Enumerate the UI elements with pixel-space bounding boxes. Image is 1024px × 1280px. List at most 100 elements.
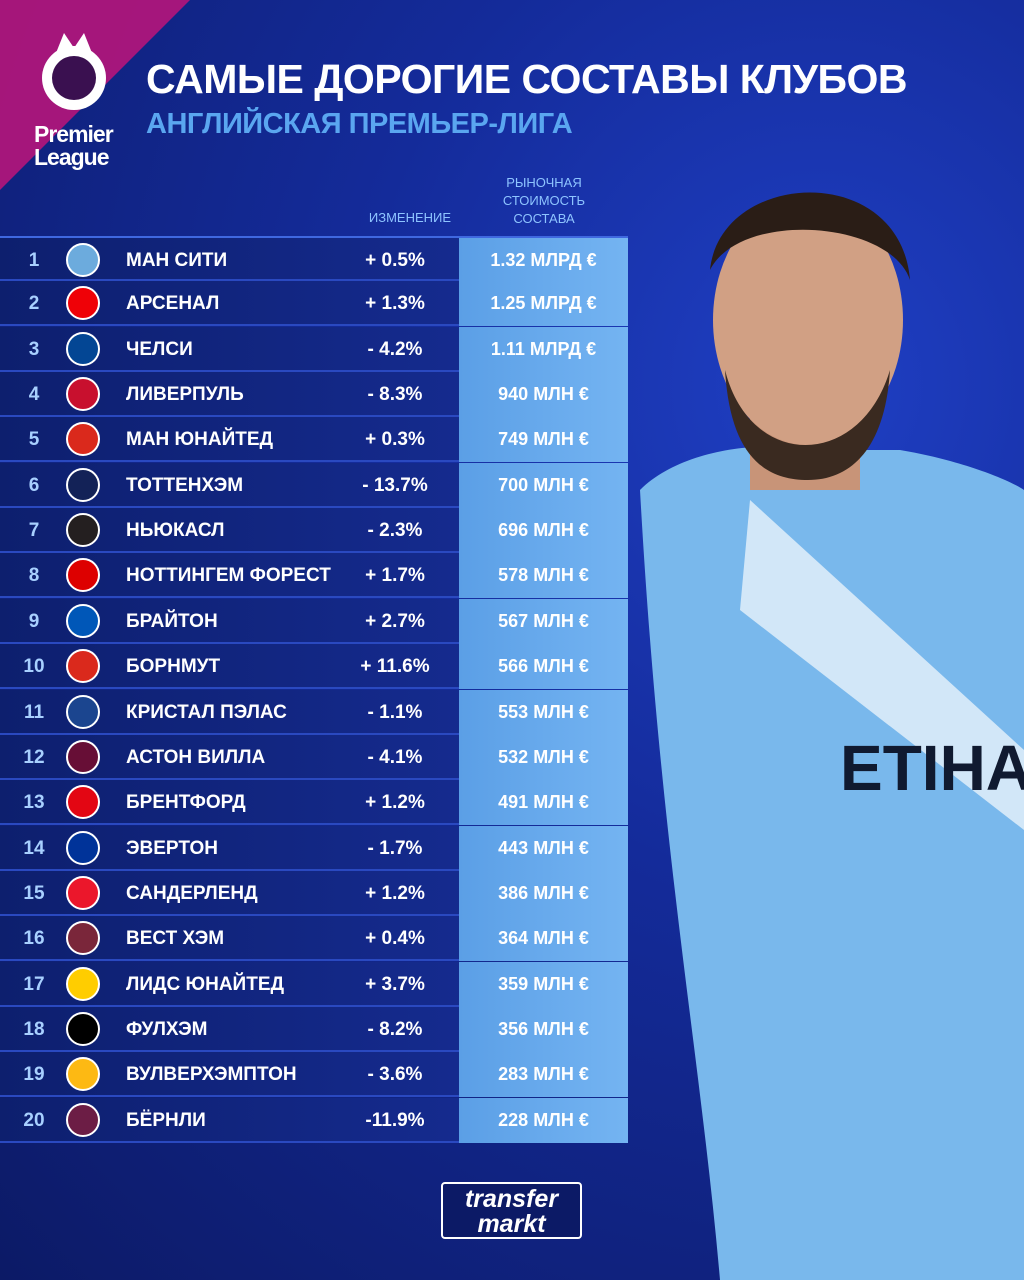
club-badge	[66, 422, 100, 457]
club-badge	[66, 331, 100, 366]
club-badge	[66, 830, 100, 865]
table-row: 15 САНДЕРЛЕНД + 1.2% 386 МЛН €	[0, 870, 628, 916]
club-name: БРЕНТФОРД	[126, 792, 246, 814]
club-badge	[66, 377, 100, 412]
rank: 1	[28, 250, 40, 271]
change: + 11.6%	[360, 656, 430, 678]
rank: 3	[28, 338, 40, 360]
club-name: ТОТТЕНХЭМ	[126, 474, 244, 496]
club-name: ЛИВЕРПУЛЬ	[126, 384, 244, 406]
rank: 15	[23, 882, 45, 904]
market-value: 443 МЛН €	[459, 825, 628, 871]
club-badge	[66, 649, 100, 684]
table-row: 4 ЛИВЕРПУЛЬ - 8.3% 940 МЛН €	[0, 372, 628, 418]
market-value: 749 МЛН €	[459, 417, 628, 463]
change: - 13.7%	[362, 474, 428, 496]
title: САМЫЕ ДОРОГИЕ СОСТАВЫ КЛУБОВ	[146, 56, 908, 102]
table-row: 17 ЛИДС ЮНАЙТЕД + 3.7% 359 МЛН €	[0, 961, 628, 1007]
change: + 1.3%	[365, 293, 425, 315]
market-value: 228 МЛН €	[459, 1097, 628, 1143]
club-name: БЁРНЛИ	[126, 1109, 206, 1131]
table-row: 13 БРЕНТФОРД + 1.2% 491 МЛН €	[0, 780, 628, 826]
market-value: 364 МЛН €	[459, 916, 628, 962]
market-value: 696 МЛН €	[459, 508, 628, 554]
club-name: КРИСТАЛ ПЭЛАС	[126, 701, 287, 723]
table-row: 6 ТОТТЕНХЭМ - 13.7% 700 МЛН €	[0, 462, 628, 508]
club-name: ВЕСТ ХЭМ	[126, 928, 225, 950]
market-value: 359 МЛН €	[459, 961, 628, 1007]
club-name: НЬЮКАСЛ	[126, 520, 225, 542]
club-name: ЛИДС ЮНАЙТЕД	[126, 973, 285, 995]
column-header: ИЗМЕНЕНИЕ	[368, 210, 452, 225]
market-value: 386 МЛН €	[459, 870, 628, 916]
market-value: 700 МЛН €	[459, 462, 628, 508]
club-name: БОРНМУТ	[126, 656, 221, 678]
market-value: 283 МЛН €	[459, 1052, 628, 1098]
logo-text: Premier	[34, 121, 114, 147]
club-name: МАН СИТИ	[126, 250, 228, 271]
column-header: РЫНОЧНАЯ СТОИМОСТЬ СОСТАВА	[502, 175, 586, 226]
market-value: 578 МЛН €	[459, 553, 628, 599]
club-name: САНДЕРЛЕНД	[126, 882, 258, 904]
subtitle: АНГЛИЙСКАЯ ПРЕМЬЕР-ЛИГА	[146, 108, 573, 140]
league-logo: Premier League	[34, 28, 134, 169]
table-row: 19 ВУЛВЕРХЭМПТОН - 3.6% 283 МЛН €	[0, 1052, 628, 1098]
club-name: НОТТИНГЕМ ФОРЕСТ	[126, 565, 331, 587]
club-badge	[66, 467, 100, 502]
rank: 4	[28, 384, 40, 406]
market-value: 1.32 МЛРД €	[459, 238, 628, 283]
change: - 3.6%	[367, 1064, 423, 1086]
rank: 14	[23, 837, 45, 859]
change: - 1.7%	[367, 837, 423, 859]
market-value: 566 МЛН €	[459, 644, 628, 690]
table-row: 2 АРСЕНАЛ + 1.3% 1.25 МЛРД €	[0, 281, 628, 327]
rank: 13	[23, 792, 45, 814]
rank: 11	[23, 701, 45, 723]
table-row: 8 НОТТИНГЕМ ФОРЕСТ + 1.7% 578 МЛН €	[0, 553, 628, 599]
club-badge	[66, 243, 100, 277]
club-badge	[66, 694, 100, 729]
rank: 6	[28, 474, 40, 496]
club-badge	[66, 785, 100, 820]
club-badge	[66, 875, 100, 910]
table-row: 5 МАН ЮНАЙТЕД + 0.3% 749 МЛН €	[0, 417, 628, 463]
change: - 8.2%	[367, 1018, 423, 1040]
club-badge	[66, 1011, 100, 1046]
market-value: 1.11 МЛРД €	[459, 326, 628, 372]
rank: 16	[23, 928, 45, 950]
market-value: 532 МЛН €	[459, 734, 628, 780]
sponsor-text: ETIHAD	[840, 732, 1024, 804]
change: + 0.3%	[365, 429, 425, 451]
club-name: ФУЛХЭМ	[126, 1018, 208, 1040]
brand-text: transfer	[464, 1185, 559, 1213]
player-photo: ETIHAD	[640, 192, 1024, 1280]
brand-text: markt	[477, 1210, 546, 1238]
change: + 3.7%	[365, 973, 425, 995]
table-row: 20 БЁРНЛИ -11.9% 228 МЛН €	[0, 1097, 628, 1143]
change: - 4.2%	[367, 338, 423, 360]
change: + 1.2%	[365, 882, 425, 904]
market-value: 553 МЛН €	[459, 689, 628, 735]
market-value: 1.25 МЛРД €	[459, 281, 628, 327]
change: + 0.5%	[365, 250, 425, 271]
club-badge	[66, 603, 100, 638]
club-name: ЧЕЛСИ	[126, 338, 193, 360]
table-row: 14 ЭВЕРТОН - 1.7% 443 МЛН €	[0, 825, 628, 871]
brand-logo: transfer markt	[441, 1182, 582, 1239]
club-badge	[66, 921, 100, 956]
rank: 5	[28, 429, 40, 451]
rank: 18	[23, 1018, 45, 1040]
club-badge	[66, 1102, 100, 1137]
table-row: 16 ВЕСТ ХЭМ + 0.4% 364 МЛН €	[0, 916, 628, 962]
logo-text: League	[34, 144, 110, 170]
rank: 12	[23, 746, 45, 768]
club-badge	[66, 286, 100, 321]
club-name: ВУЛВЕРХЭМПТОН	[126, 1064, 297, 1086]
lion-icon	[42, 33, 106, 110]
club-badge	[66, 558, 100, 593]
club-badge	[66, 513, 100, 548]
rank: 9	[28, 610, 40, 632]
change: + 1.2%	[365, 792, 425, 814]
table-row: 1 МАН СИТИ + 0.5% 1.32 МЛРД €	[0, 236, 628, 283]
